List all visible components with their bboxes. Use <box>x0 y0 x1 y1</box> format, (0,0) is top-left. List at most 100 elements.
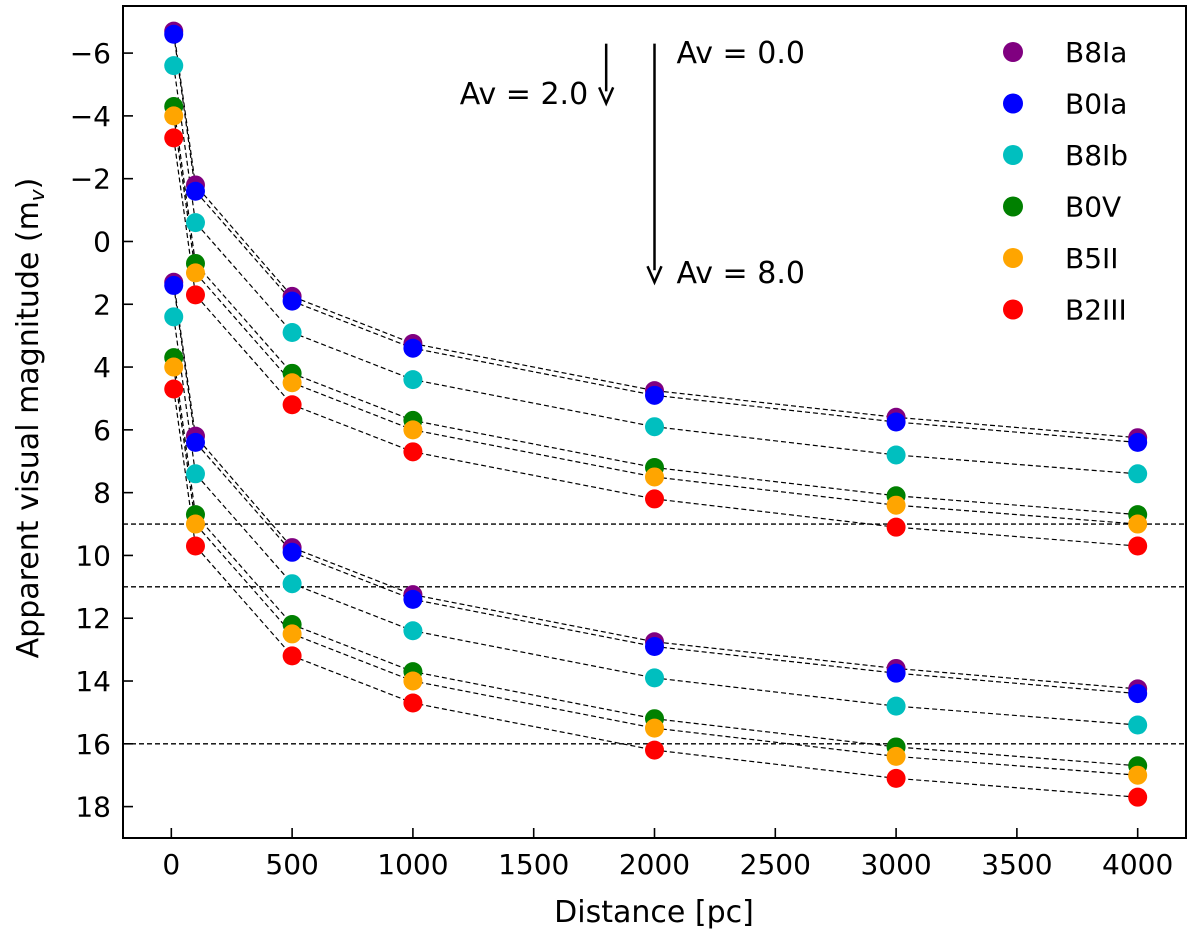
data-point-B8Ib <box>164 307 184 327</box>
y-tick-label: −6 <box>70 37 111 70</box>
y-tick-label: 0 <box>93 225 111 258</box>
legend-marker-B0Ia <box>1003 93 1023 114</box>
data-point-B0Ia <box>164 24 184 44</box>
data-point-B8Ib <box>886 445 906 465</box>
legend-label-B0V: B0V <box>1065 191 1121 224</box>
x-tick-label: 2500 <box>740 848 811 881</box>
y-tick-label: 16 <box>75 728 111 761</box>
data-point-B2III <box>403 442 423 462</box>
annotation-label: Av = 8.0 <box>677 256 805 291</box>
x-axis-label: Distance [pc] <box>554 895 754 930</box>
x-tick-label: 500 <box>265 848 318 881</box>
data-point-B8Ib <box>282 574 302 594</box>
data-point-B0Ia <box>1128 432 1148 452</box>
legend-label-B8Ia: B8Ia <box>1065 36 1127 69</box>
data-point-B0Ia <box>886 663 906 683</box>
y-tick-label: 10 <box>75 539 111 572</box>
y-tick-label: −4 <box>70 100 111 133</box>
annotation-arrow-head <box>646 265 663 286</box>
y-tick-label: 6 <box>93 414 111 447</box>
data-point-B8Ib <box>645 668 664 688</box>
data-point-B8Ib <box>1128 464 1148 484</box>
data-point-B2III <box>282 395 302 415</box>
data-point-B2III <box>185 536 205 556</box>
legend-label-B5II: B5II <box>1065 242 1119 275</box>
y-axis-label-subscript: v <box>25 188 49 201</box>
data-point-B5II <box>403 420 423 440</box>
y-tick-label: 12 <box>75 602 111 635</box>
legend-marker-B8Ib <box>1003 145 1023 165</box>
series-line-B8Ib-av8 <box>173 316 1138 726</box>
data-point-B0Ia <box>185 432 205 452</box>
legend: B8Ia B0Ia B8Ib B0V B5II B2III <box>1003 36 1128 327</box>
data-point-B2III <box>886 517 906 537</box>
data-points <box>164 21 1148 807</box>
annotation-label: Av = 2.0 <box>460 77 588 112</box>
data-point-B0Ia <box>886 412 906 432</box>
data-point-B5II <box>282 624 302 644</box>
y-tick-label: 4 <box>93 351 111 384</box>
data-point-B0Ia <box>282 542 302 562</box>
data-point-B5II <box>886 746 906 766</box>
legend-marker-B8Ia <box>1003 42 1023 62</box>
y-tick-label: −2 <box>70 163 111 196</box>
axes: 0 500 1000 1500 2000 2500 3000 3500 4000 −6 −4 −2 0 2… <box>70 5 1187 881</box>
x-tick-label: 1000 <box>377 848 448 881</box>
data-point-B2III <box>645 740 664 760</box>
annotation-arrow-head <box>598 86 615 107</box>
legend-label-B8Ib: B8Ib <box>1065 139 1128 172</box>
y-axis-label-close: ) <box>11 178 46 190</box>
data-point-B8Ib <box>886 696 906 716</box>
y-tick-label: 14 <box>75 665 111 698</box>
legend-label-B2III: B2III <box>1065 294 1127 327</box>
y-tick-label: 8 <box>93 477 111 510</box>
y-axis-label: Apparent visual magnitude (mv) <box>11 178 49 659</box>
data-point-B2III <box>886 768 906 788</box>
data-point-B2III <box>164 128 184 148</box>
data-point-B8Ib <box>403 621 423 641</box>
x-tick-label: 3500 <box>981 848 1052 881</box>
y-tick-label: 18 <box>75 791 111 824</box>
data-point-B2III <box>164 379 184 399</box>
annotation-label: Av = 0.0 <box>677 36 805 71</box>
data-point-B2III <box>282 646 302 666</box>
data-point-B8Ib <box>185 213 205 233</box>
data-point-B8Ib <box>645 417 664 437</box>
data-point-B2III <box>403 693 423 713</box>
data-point-B2III <box>185 285 205 305</box>
data-point-B5II <box>1128 514 1148 534</box>
x-tick-label: 4000 <box>1102 848 1173 881</box>
data-point-B0Ia <box>403 589 423 609</box>
data-point-B5II <box>645 467 664 487</box>
data-point-B0Ia <box>645 636 664 656</box>
x-tick-label: 0 <box>162 848 180 881</box>
y-tick-label: 2 <box>93 288 111 321</box>
data-point-B0Ia <box>1128 684 1148 704</box>
data-point-B8Ib <box>164 56 184 76</box>
data-point-B5II <box>164 357 184 377</box>
data-point-B5II <box>403 671 423 691</box>
legend-marker-B0V <box>1003 196 1023 217</box>
legend-marker-B5II <box>1003 248 1023 268</box>
data-point-B2III <box>1128 536 1148 556</box>
data-point-B2III <box>645 489 664 509</box>
data-point-B8Ib <box>1128 715 1148 735</box>
data-point-B5II <box>886 495 906 515</box>
annotations: Av = 0.0 Av = 8.0 Av = 2.0 <box>460 36 805 291</box>
x-tick-label: 1500 <box>498 848 569 881</box>
data-point-B0Ia <box>403 338 423 358</box>
legend-label-B0Ia: B0Ia <box>1065 88 1127 121</box>
data-point-B5II <box>282 373 302 393</box>
data-point-B5II <box>1128 765 1148 785</box>
data-point-B8Ib <box>403 370 423 390</box>
data-point-B0Ia <box>164 275 184 295</box>
x-tick-label: 3000 <box>860 848 931 881</box>
data-point-B5II <box>164 106 184 126</box>
y-axis-label-main: Apparent visual magnitude (m <box>11 201 46 658</box>
data-point-B0Ia <box>185 181 205 201</box>
data-point-B0Ia <box>282 291 302 311</box>
data-point-B0Ia <box>645 385 664 405</box>
data-point-B5II <box>645 718 664 738</box>
